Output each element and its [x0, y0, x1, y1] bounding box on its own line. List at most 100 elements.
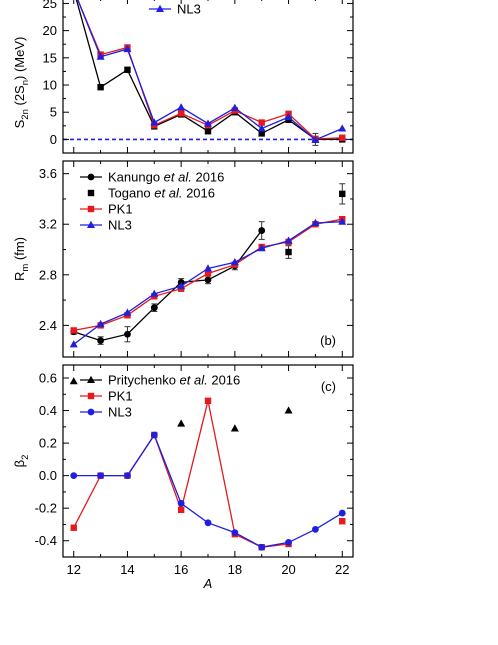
data-point — [177, 281, 186, 290]
legend-label-text: Togano — [108, 186, 154, 201]
plot-frame — [62, 364, 354, 558]
data-point — [70, 327, 77, 334]
data-point — [124, 66, 131, 73]
legend-label-text: PK1 — [108, 202, 133, 217]
legend-label-tail: 2016 — [208, 373, 241, 388]
y-tick-label: 0.2 — [39, 436, 57, 451]
legend-label: NL3 — [108, 405, 132, 420]
data-point — [69, 340, 78, 348]
legend-label-tail: 2016 — [182, 186, 215, 201]
data-point — [177, 103, 186, 111]
data-point — [97, 472, 104, 480]
y-tick-label: 0.6 — [39, 371, 57, 386]
panel-c: -0.4 -0.2 0.0 0.2 0.4 0.6 β2 (c) Pritychenko et … — [12, 364, 354, 591]
legend-label: PK1 — [108, 389, 133, 404]
series-pritychenko-et-al-2016 — [69, 377, 293, 432]
data-point — [204, 519, 212, 527]
y-axis-label: S2n (2Sn) (MeV) — [12, 37, 31, 129]
data-point — [258, 227, 266, 234]
legend-marker — [87, 189, 95, 197]
y-axis-label-part: R — [12, 272, 27, 281]
data-point — [204, 397, 212, 404]
data-point — [70, 472, 78, 480]
data-point — [177, 419, 186, 427]
data-point — [177, 499, 185, 507]
data-point — [311, 218, 320, 226]
y-tick-label: 2.8 — [39, 267, 57, 282]
legend-label-italic: et al. — [154, 186, 182, 201]
legend-label: Pritychenko et al. 2016 — [108, 373, 240, 388]
y-tick-label: 5 — [50, 105, 57, 120]
y-axis-label-part: 2 — [20, 455, 31, 460]
legend-label-text: NL3 — [108, 218, 132, 233]
data-point — [177, 110, 185, 117]
data-point — [258, 130, 265, 137]
y-axis-label: β2 — [12, 455, 31, 468]
legend-marker — [87, 392, 95, 400]
y-axis-label-part: (2S — [12, 85, 27, 109]
y-tick-label: -0.4 — [35, 533, 57, 548]
legend-entry: NL3 — [80, 218, 132, 233]
data-point — [204, 119, 212, 127]
data-point — [150, 289, 159, 297]
x-tick-label: 14 — [120, 562, 134, 577]
plot-area — [69, 183, 347, 348]
legend-marker — [87, 220, 95, 228]
y-tick-label: -0.2 — [35, 501, 57, 516]
data-point — [285, 248, 292, 256]
data-point — [150, 304, 158, 312]
y-axis-label-part: (fm) — [12, 237, 27, 264]
x-tick-label: 20 — [281, 562, 295, 577]
series-line — [75, 0, 343, 141]
data-point — [230, 103, 239, 111]
y-axis-label-part: β — [12, 460, 27, 467]
x-tick-label: 22 — [335, 562, 349, 577]
series-pk1 — [70, 397, 346, 551]
series-pk1 — [70, 215, 346, 334]
legend-entry: NL3 — [149, 2, 201, 17]
y-tick-label: 25 — [43, 0, 57, 11]
data-point — [97, 337, 104, 344]
data-point — [124, 330, 131, 338]
legend-label-text: PK1 — [108, 389, 133, 404]
data-point — [285, 538, 292, 546]
legend-entry: PK1 — [80, 389, 133, 404]
y-tick-label: 3.2 — [39, 217, 57, 232]
legend-label: Kanungo et al. 2016 — [108, 170, 224, 185]
series-line — [77, 0, 343, 141]
data-point — [284, 406, 293, 414]
series-line — [73, 230, 263, 342]
data-point — [177, 506, 185, 514]
legend-marker — [87, 408, 95, 416]
data-point — [96, 319, 105, 328]
data-point — [96, 52, 105, 60]
legend-label: NL3 — [177, 2, 201, 17]
data-point — [339, 518, 346, 525]
data-point — [69, 377, 78, 385]
y-tick-label: 0.0 — [39, 468, 57, 483]
y-tick-label: 10 — [43, 78, 57, 93]
plot-area — [63, 0, 353, 146]
y-tick-label: 20 — [43, 23, 57, 38]
legend-label-text: Kanungo — [108, 170, 164, 185]
data-point — [204, 128, 212, 135]
y-tick-label: 3.6 — [39, 166, 57, 181]
data-point — [150, 431, 158, 439]
data-point — [204, 270, 212, 277]
legend-label-italic: et al. — [164, 170, 192, 185]
series-line — [73, 433, 343, 548]
y-tick-label: 0 — [50, 132, 57, 147]
legend-label-italic: et al. — [180, 373, 208, 388]
data-point — [258, 119, 265, 126]
legend-entry: Kanungo et al. 2016 — [80, 170, 224, 185]
legend-marker — [87, 375, 95, 383]
data-point — [123, 44, 132, 53]
data-point — [258, 543, 266, 551]
plot-area — [69, 377, 346, 551]
legend-label-text: NL3 — [108, 405, 132, 420]
series-nl3 — [77, 0, 347, 143]
data-point — [204, 276, 212, 284]
y-tick-label: 15 — [43, 50, 57, 65]
legend-marker — [156, 4, 164, 12]
